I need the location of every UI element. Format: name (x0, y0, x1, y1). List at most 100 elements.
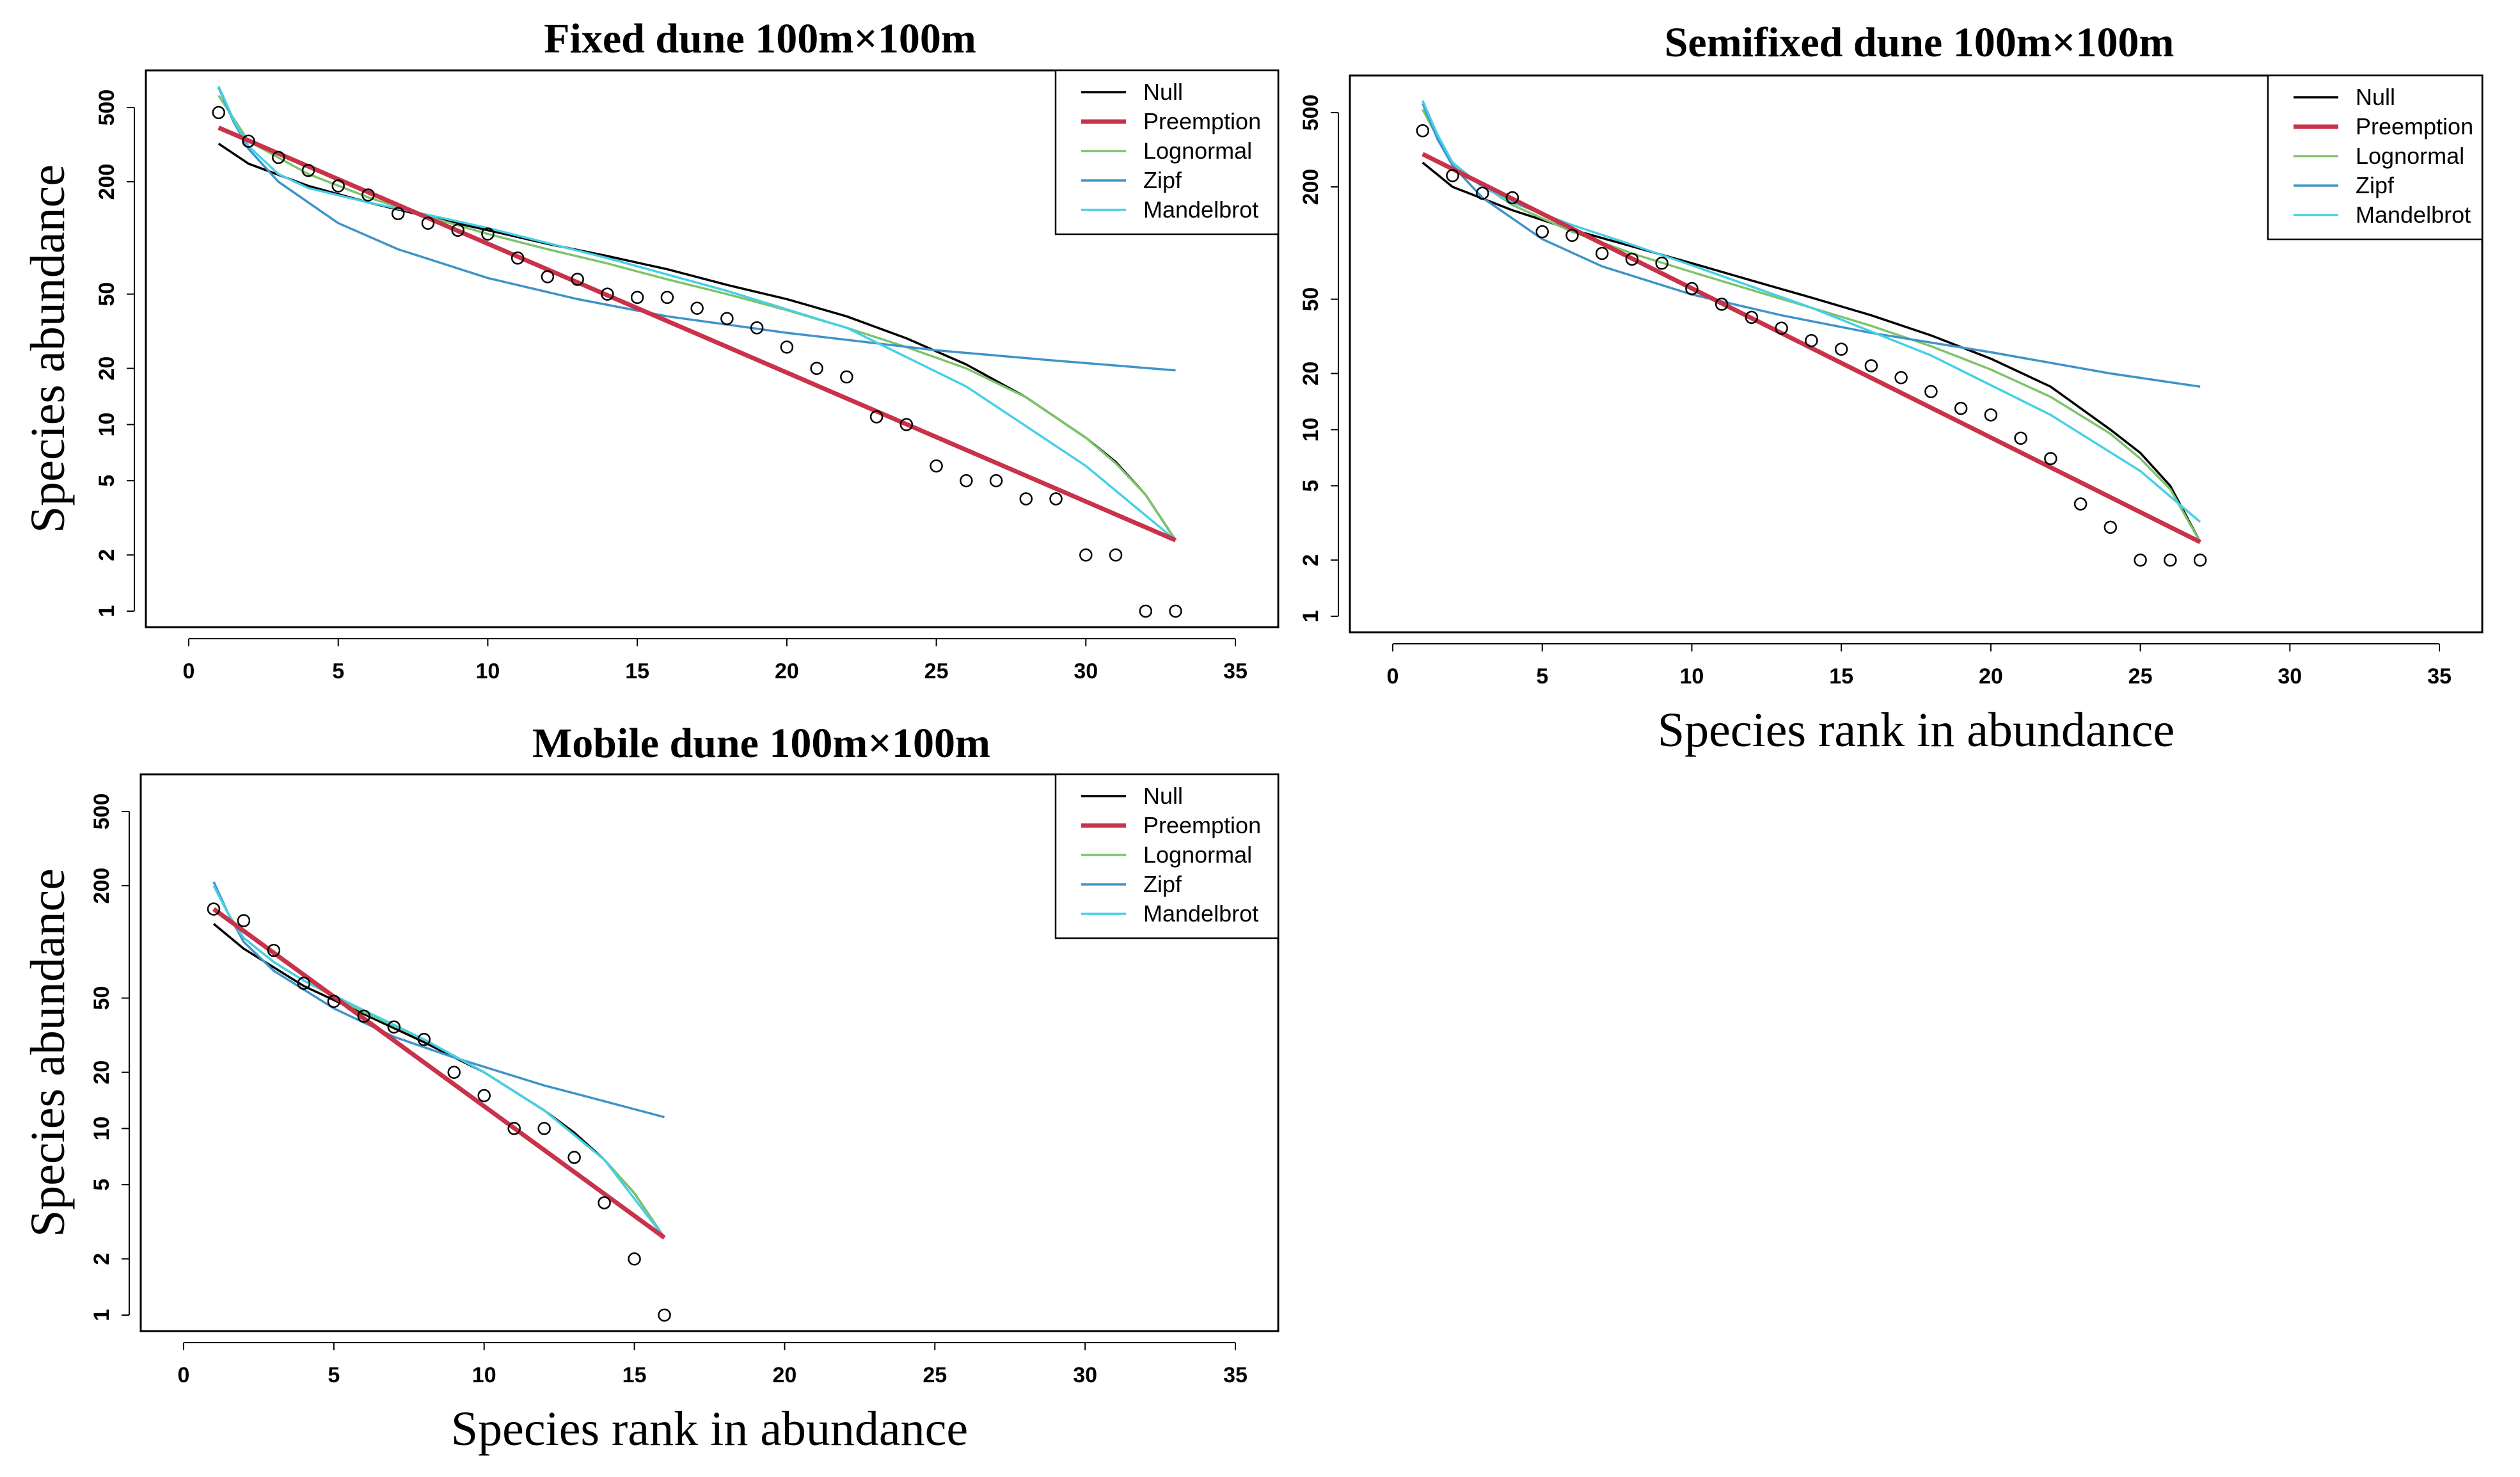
legend-entry: Preemption (1143, 812, 1261, 838)
data-point (658, 1308, 671, 1322)
legend-entry: Null (1143, 783, 1183, 809)
data-point (507, 1122, 521, 1135)
data-point (417, 1033, 431, 1046)
data-point (869, 410, 884, 424)
legend-entry: Mandelbrot (2356, 202, 2471, 228)
y-tick-label: 1 (90, 1309, 114, 1321)
series-line-zipf (218, 86, 1176, 372)
data-point (780, 340, 794, 354)
data-point (2104, 520, 2118, 534)
data-point (1924, 385, 1938, 399)
x-tick-label: 5 (328, 1363, 340, 1387)
y-tick-label: 50 (95, 282, 119, 307)
data-point (212, 106, 225, 120)
legend-entry: Zipf (1143, 167, 1182, 193)
x-tick-label: 25 (924, 659, 949, 683)
x-tick-label: 15 (622, 1363, 647, 1387)
data-point (1894, 371, 1908, 385)
data-point (810, 362, 823, 375)
legend-entry: Null (2356, 84, 2395, 110)
data-point (537, 1122, 551, 1135)
data-point (930, 459, 943, 473)
data-point (387, 1020, 401, 1034)
data-point (840, 370, 853, 384)
x-tick-label: 0 (1387, 664, 1399, 689)
plot-frame (1349, 74, 2484, 634)
data-point (391, 207, 405, 221)
x-tick-label: 0 (178, 1363, 190, 1387)
x-axis-label: Species rank in abundance (451, 1402, 968, 1456)
legend-entry: Mandelbrot (1143, 900, 1258, 927)
data-point (2073, 497, 2088, 511)
y-tick-label: 200 (95, 164, 119, 200)
x-tick-label: 25 (2128, 664, 2153, 689)
y-tick-label: 2 (95, 549, 119, 561)
data-point (750, 321, 764, 335)
data-point (1595, 246, 1609, 260)
chart-title: Mobile dune 100m×100m (532, 720, 990, 767)
x-tick-label: 20 (775, 659, 799, 683)
data-point (1625, 252, 1639, 266)
data-point (1169, 604, 1182, 618)
data-point (630, 291, 644, 305)
legend-box (2267, 74, 2484, 241)
y-tick-label: 2 (1299, 554, 1323, 566)
series-line-lognormal (1422, 109, 2201, 543)
plot-frame (145, 69, 1280, 628)
data-point (481, 227, 495, 241)
data-point (1954, 401, 1968, 415)
data-point (297, 977, 311, 990)
data-point (899, 418, 914, 431)
series-line-lognormal (218, 95, 1177, 541)
series-line-preemption (1422, 152, 2201, 545)
data-point (361, 188, 375, 202)
data-point (242, 134, 255, 148)
data-point (1805, 334, 1818, 347)
data-point (511, 251, 525, 265)
y-tick-label: 200 (90, 868, 114, 904)
legend-entry: Zipf (2356, 172, 2395, 198)
data-point (960, 474, 973, 488)
data-point (1139, 604, 1153, 618)
x-tick-label: 20 (1979, 664, 2003, 689)
series-line-zipf (212, 881, 665, 1119)
data-point (1655, 257, 1668, 270)
data-point (2164, 553, 2177, 567)
data-point (207, 902, 221, 916)
data-point (2044, 452, 2057, 465)
data-point (541, 270, 555, 283)
data-point (598, 1196, 611, 1210)
data-point (1505, 191, 1519, 205)
y-tick-label: 200 (1299, 169, 1323, 205)
y-tick-label: 50 (1299, 287, 1323, 312)
x-tick-label: 10 (472, 1363, 496, 1387)
x-tick-label: 0 (183, 659, 195, 683)
data-point (331, 179, 345, 193)
y-tick-label: 10 (90, 1116, 114, 1140)
legend-entry: Null (1143, 79, 1183, 105)
data-point (660, 291, 674, 305)
series-line-preemption (218, 125, 1177, 543)
legend-entry: Lognormal (1143, 138, 1252, 164)
x-tick-label: 30 (1073, 1363, 1097, 1387)
x-axis-label: Species rank in abundance (1658, 703, 2175, 757)
data-point (2134, 553, 2147, 567)
x-tick-label: 35 (1223, 659, 1248, 683)
x-tick-label: 35 (2427, 664, 2452, 689)
data-point (267, 943, 281, 957)
y-tick-label: 20 (1299, 362, 1323, 386)
legend-entry: Zipf (1143, 871, 1182, 897)
y-tick-label: 2 (90, 1253, 114, 1265)
data-point (327, 994, 341, 1009)
data-point (1715, 298, 1729, 311)
x-tick-label: 5 (1536, 664, 1548, 689)
data-point (1019, 492, 1033, 506)
x-tick-label: 25 (923, 1363, 947, 1387)
x-tick-label: 15 (625, 659, 649, 683)
y-axis-label: Species abundance (21, 164, 75, 533)
y-tick-label: 10 (1299, 417, 1323, 442)
data-point (477, 1089, 491, 1103)
chart-title: Fixed dune 100m×100m (544, 15, 976, 62)
